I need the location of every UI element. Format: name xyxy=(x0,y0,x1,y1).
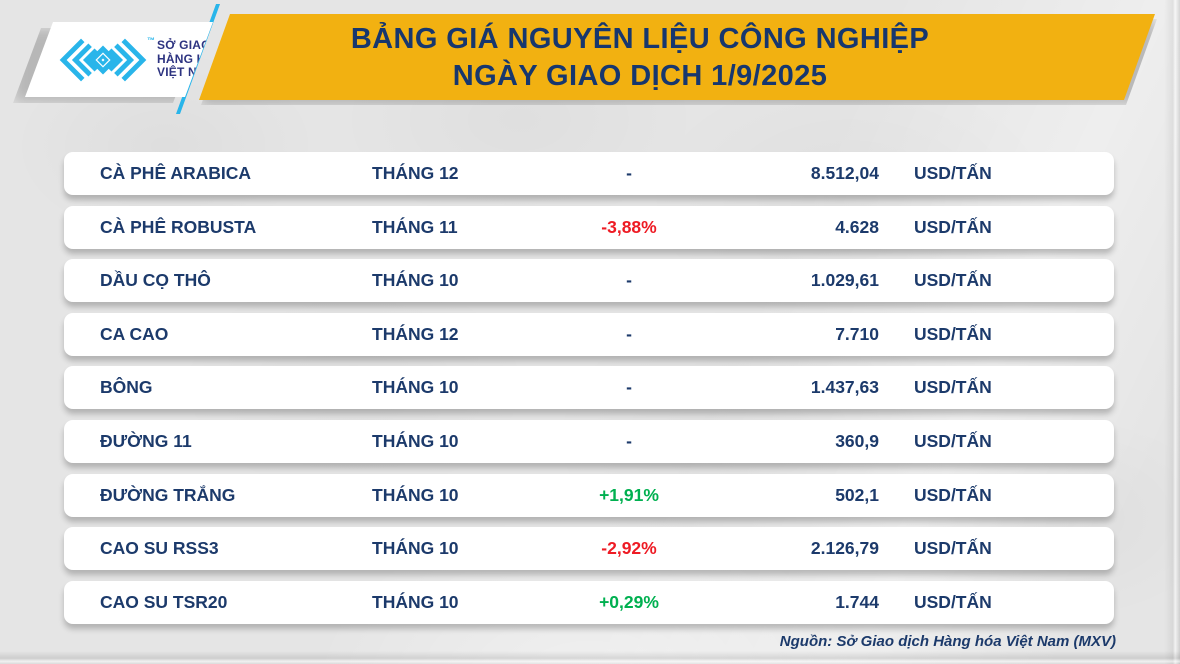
price-value: 502,1 xyxy=(835,484,879,505)
price-value: 4.628 xyxy=(835,216,879,237)
price-unit: USD/TẤN xyxy=(914,430,992,451)
contract-month: THÁNG 10 xyxy=(372,430,459,451)
page-title: BẢNG GIÁ NGUYÊN LIỆU CÔNG NGHIỆP NGÀY GI… xyxy=(225,21,1055,95)
table-row: BÔNG THÁNG 10 - 1.437,63 USD/TẤN xyxy=(64,366,1114,410)
page-edge-bottom xyxy=(0,651,1180,664)
price-value: 1.029,61 xyxy=(810,270,879,291)
price-unit: USD/TẤN xyxy=(914,323,992,344)
commodity-name: CA CAO xyxy=(100,323,169,344)
percent-change: - xyxy=(626,377,632,398)
percent-change: - xyxy=(626,163,632,183)
price-unit: USD/TẤN xyxy=(914,377,992,398)
price-unit: USD/TẤN xyxy=(914,538,992,559)
percent-change: +1,91% xyxy=(599,484,659,505)
commodity-price-table: CÀ PHÊ ARABICA THÁNG 12 - 8.512,04 USD/T… xyxy=(64,152,1114,624)
mxv-chevron-diamond-icon xyxy=(59,38,147,81)
commodity-name: BÔNG xyxy=(100,377,153,398)
contract-month: THÁNG 12 xyxy=(372,163,459,183)
table-row: CAO SU TSR20 THÁNG 10 +0,29% 1.744 USD/T… xyxy=(64,580,1114,624)
price-value: 8.512,04 xyxy=(810,163,879,183)
price-value: 1.744 xyxy=(835,591,879,612)
table-row: ĐƯỜNG TRẮNG THÁNG 10 +1,91% 502,1 USD/TẤ… xyxy=(64,473,1114,517)
mxv-logo-card: ™ SỞ GIAO DỊCH HÀNG HÓA VIỆT NAM xyxy=(25,22,213,97)
contract-month: THÁNG 12 xyxy=(372,323,459,344)
table-row: CÀ PHÊ ARABICA THÁNG 12 - 8.512,04 USD/T… xyxy=(64,152,1114,195)
price-unit: USD/TẤN xyxy=(914,591,992,612)
percent-change: -3,88% xyxy=(601,216,657,237)
percent-change: - xyxy=(626,270,632,291)
commodity-name: DẦU CỌ THÔ xyxy=(100,270,211,291)
source-attribution: Nguồn: Sở Giao dịch Hàng hóa Việt Nam (M… xyxy=(779,633,1116,650)
trademark-symbol: ™ xyxy=(147,36,155,45)
price-value: 360,9 xyxy=(835,430,879,451)
contract-month: THÁNG 10 xyxy=(372,377,459,398)
price-unit: USD/TẤN xyxy=(914,484,992,505)
contract-month: THÁNG 11 xyxy=(372,216,458,237)
price-value: 7.710 xyxy=(835,323,879,344)
commodity-name: CAO SU TSR20 xyxy=(100,591,228,612)
table-row: CÀ PHÊ ROBUSTA THÁNG 11 -3,88% 4.628 USD… xyxy=(64,205,1114,249)
commodity-name: ĐƯỜNG 11 xyxy=(100,430,192,451)
percent-change: - xyxy=(626,323,632,344)
contract-month: THÁNG 10 xyxy=(372,270,459,291)
percent-change: +0,29% xyxy=(599,591,659,612)
price-unit: USD/TẤN xyxy=(914,270,992,291)
price-value: 2.126,79 xyxy=(810,538,879,559)
logo-wordmark-line1: SỞ GIAO DỊCH xyxy=(157,38,245,53)
price-unit: USD/TẤN xyxy=(914,216,992,237)
commodity-name: ĐƯỜNG TRẮNG xyxy=(100,484,236,505)
commodity-name: CAO SU RSS3 xyxy=(100,538,219,559)
page-edge-right xyxy=(1164,0,1180,664)
title-banner xyxy=(199,14,1155,100)
price-unit: USD/TẤN xyxy=(914,163,992,183)
table-row: ĐƯỜNG 11 THÁNG 10 - 360,9 USD/TẤN xyxy=(64,419,1114,463)
commodity-name: CÀ PHÊ ROBUSTA xyxy=(100,216,257,237)
page-title-line1: BẢNG GIÁ NGUYÊN LIỆU CÔNG NGHIỆP xyxy=(350,23,930,55)
price-value: 1.437,63 xyxy=(810,377,879,398)
contract-month: THÁNG 10 xyxy=(372,484,459,505)
commodity-name: CÀ PHÊ ARABICA xyxy=(100,163,252,183)
contract-month: THÁNG 10 xyxy=(372,538,459,559)
contract-month: THÁNG 10 xyxy=(372,591,459,612)
percent-change: -2,92% xyxy=(601,538,657,559)
page-title-line2: NGÀY GIAO DỊCH 1/9/2025 xyxy=(452,60,828,92)
table-row: DẦU CỌ THÔ THÁNG 10 - 1.029,61 USD/TẤN xyxy=(64,259,1114,303)
table-row: CAO SU RSS3 THÁNG 10 -2,92% 2.126,79 USD… xyxy=(64,527,1114,571)
table-row: CA CAO THÁNG 12 - 7.710 USD/TẤN xyxy=(64,312,1114,356)
percent-change: - xyxy=(626,430,632,451)
